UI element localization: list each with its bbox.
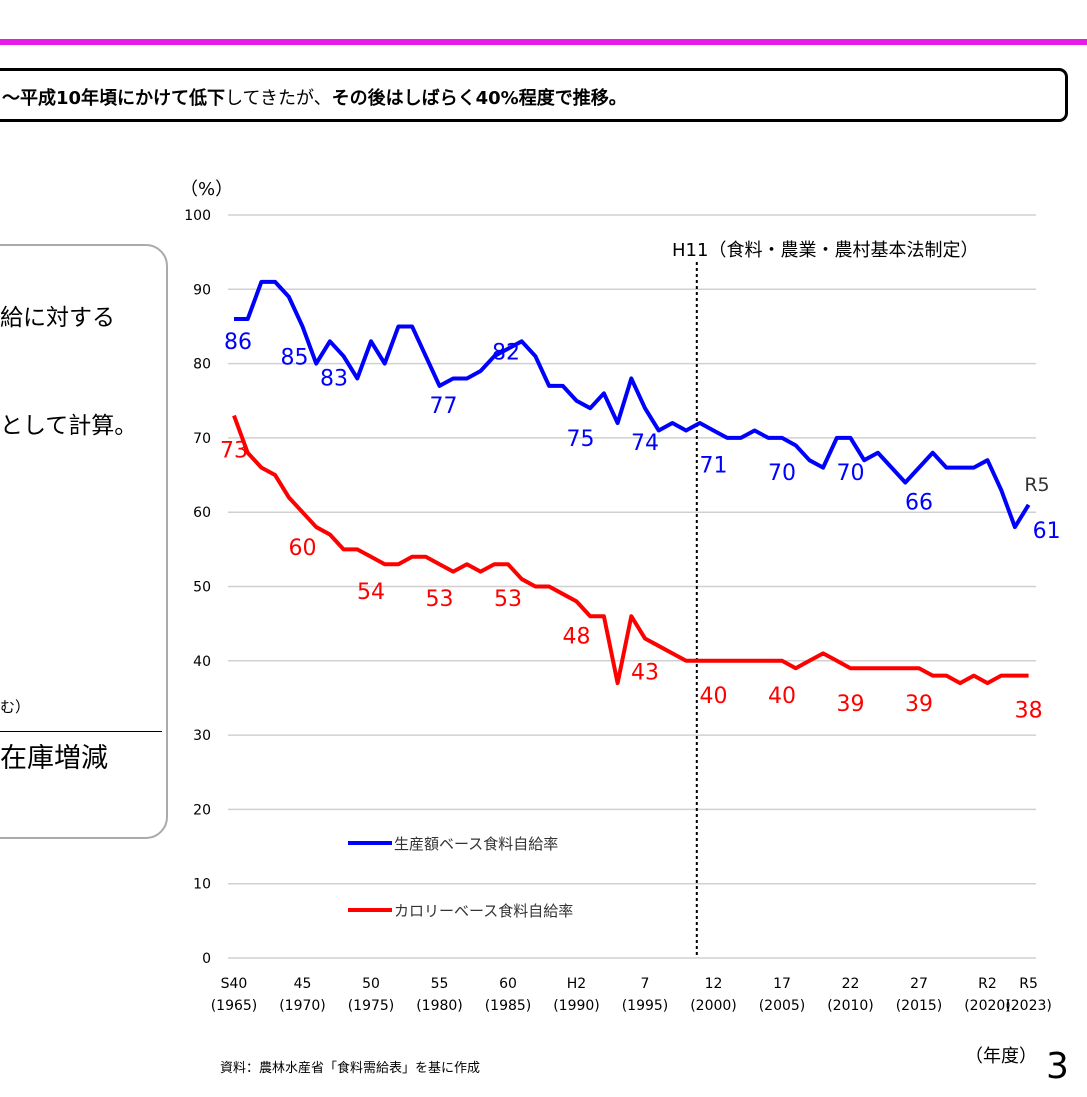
x-tick-era: 55 (431, 976, 449, 992)
x-tick-year: (2023) (1005, 998, 1052, 1014)
data-label: 77 (430, 394, 458, 419)
headline-bold-1: 〜平成10年頃にかけて低下 (2, 88, 226, 109)
panel-line-1: 給に対する (0, 305, 115, 331)
y-axis-unit: （%） (180, 179, 234, 200)
data-label: 39 (837, 692, 865, 717)
data-label: 70 (837, 461, 865, 486)
fraction-bar (0, 731, 162, 732)
x-tick-year: (1965) (211, 998, 258, 1014)
data-label: 38 (1015, 699, 1043, 724)
headline-text: 〜平成10年頃にかけて低下してきたが、その後はしばらく40%程度で推移。 (2, 84, 627, 110)
x-tick-year: (2000) (690, 998, 737, 1014)
panel-line-4: 在庫増減 (0, 743, 108, 774)
x-tick-year: (1970) (279, 998, 326, 1014)
data-label: 60 (289, 536, 317, 561)
x-tick-era: 12 (705, 976, 723, 992)
data-label: 53 (494, 587, 522, 612)
x-tick-year: (1990) (553, 998, 600, 1014)
x-tick-era: S40 (221, 976, 248, 992)
x-tick-era: R2 (978, 976, 997, 992)
data-label: 82 (492, 341, 520, 366)
y-tick-label: 30 (193, 728, 211, 744)
x-tick-era: 22 (842, 976, 860, 992)
data-label: 40 (768, 684, 796, 709)
data-label: 48 (563, 624, 591, 649)
r5-annotation: R5 (1024, 474, 1049, 496)
legend-label: カロリーベース食料自給率 (394, 902, 573, 920)
x-tick-year: (1985) (485, 998, 532, 1014)
data-label: 43 (631, 661, 659, 686)
legend-label: 生産額ベース食料自給率 (394, 835, 558, 853)
y-tick-label: 40 (193, 654, 211, 670)
x-tick-era: 27 (910, 976, 928, 992)
x-tick-year: (1995) (622, 998, 669, 1014)
definition-panel (0, 244, 168, 839)
headline-box (0, 68, 1068, 122)
y-tick-label: 10 (193, 877, 211, 893)
x-tick-year: (1975) (348, 998, 395, 1014)
data-label: 40 (700, 684, 728, 709)
x-tick-era: 60 (499, 976, 517, 992)
page-number: 3 (1046, 1046, 1069, 1087)
y-tick-label: 100 (184, 208, 211, 224)
x-tick-year: (2010) (827, 998, 874, 1014)
y-tick-label: 60 (193, 505, 211, 521)
data-label: 85 (281, 345, 309, 370)
x-tick-era: H2 (567, 976, 586, 992)
y-tick-label: 90 (193, 282, 211, 298)
h11-annotation: H11（食料・農業・農村基本法制定） (672, 240, 978, 261)
data-label: 54 (357, 580, 385, 605)
data-label: 83 (320, 366, 348, 391)
data-label: 86 (224, 330, 252, 355)
x-tick-year: (2015) (896, 998, 943, 1014)
headline-normal: してきたが、 (225, 88, 332, 109)
x-tick-era: R5 (1019, 976, 1038, 992)
data-label: 71 (700, 453, 728, 478)
y-tick-label: 80 (193, 357, 211, 373)
x-tick-year: (2020) (964, 998, 1011, 1014)
panel-line-2: として計算。 (0, 413, 138, 439)
data-label: 70 (768, 461, 796, 486)
y-tick-label: 50 (193, 580, 211, 596)
data-label: 75 (567, 427, 595, 452)
y-tick-label: 70 (193, 431, 211, 447)
x-tick-year: (2005) (759, 998, 806, 1014)
data-label: 66 (905, 491, 933, 516)
data-label: 74 (631, 431, 659, 456)
x-tick-era: 50 (362, 976, 380, 992)
data-label: 53 (426, 587, 454, 612)
x-tick-era: 17 (773, 976, 791, 992)
data-label: 61 (1033, 519, 1061, 544)
x-axis-unit: （年度） (965, 1046, 1037, 1067)
x-tick-era: 7 (641, 976, 650, 992)
x-tick-year: (1980) (416, 998, 463, 1014)
panel-line-3: む） (0, 698, 31, 716)
y-tick-label: 0 (202, 951, 211, 967)
accent-bar (0, 39, 1087, 45)
data-label: 39 (905, 692, 933, 717)
headline-bold-2: その後はしばらく40%程度で推移。 (331, 88, 627, 109)
y-tick-label: 20 (193, 802, 211, 818)
x-tick-era: 45 (294, 976, 312, 992)
data-label: 73 (220, 439, 248, 464)
source-note: 資料：農林水産省「食料需給表」を基に作成 (220, 1061, 481, 1076)
